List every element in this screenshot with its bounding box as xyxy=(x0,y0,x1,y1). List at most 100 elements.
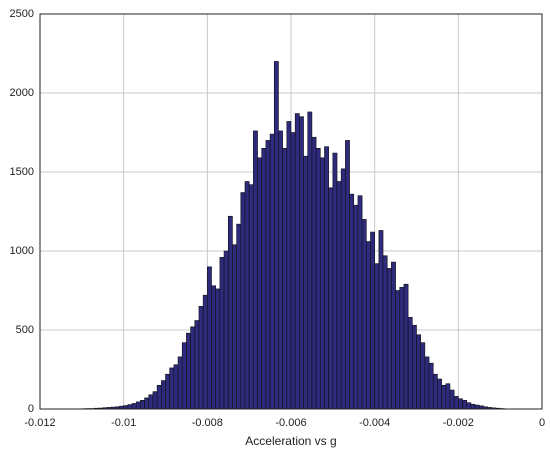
y-tick-label: 1000 xyxy=(10,245,34,257)
bar xyxy=(245,181,249,409)
bar xyxy=(132,403,136,409)
y-tick-label: 0 xyxy=(28,403,34,415)
bar xyxy=(362,219,366,409)
bar xyxy=(333,153,337,409)
bar xyxy=(312,137,316,409)
bar xyxy=(174,365,178,409)
bar xyxy=(212,286,216,409)
bar xyxy=(370,232,374,409)
bar xyxy=(350,194,354,409)
bar xyxy=(278,131,282,409)
bar xyxy=(291,133,295,410)
bar xyxy=(320,158,324,409)
bar xyxy=(157,385,161,409)
bar xyxy=(136,402,140,409)
bar xyxy=(467,403,471,409)
bar xyxy=(161,381,165,409)
bar xyxy=(262,148,266,409)
bar xyxy=(471,404,475,409)
bar xyxy=(249,185,253,409)
bar xyxy=(220,257,224,409)
bar xyxy=(316,148,320,409)
bar xyxy=(433,374,437,409)
bar xyxy=(379,230,383,409)
bar xyxy=(341,169,345,409)
x-tick-label: -0.006 xyxy=(275,417,306,429)
bar xyxy=(299,117,303,409)
bar xyxy=(366,242,370,409)
bar xyxy=(387,268,391,409)
bar xyxy=(446,384,450,409)
x-tick-label: -0.002 xyxy=(443,417,474,429)
bar xyxy=(429,363,433,409)
bar xyxy=(224,251,228,409)
bar xyxy=(170,368,174,409)
bar xyxy=(124,406,128,409)
bar xyxy=(375,264,379,409)
bar xyxy=(216,289,220,409)
bar xyxy=(475,405,479,409)
x-tick-label: 0 xyxy=(539,417,545,429)
x-tick-label: -0.008 xyxy=(192,417,223,429)
bar xyxy=(396,291,400,410)
bar xyxy=(140,400,144,409)
bar xyxy=(324,147,328,409)
bar xyxy=(337,181,341,409)
bar xyxy=(182,343,186,409)
bar xyxy=(166,374,170,409)
bar xyxy=(412,325,416,409)
bar xyxy=(408,317,412,409)
x-tick-label: -0.01 xyxy=(111,417,136,429)
bar xyxy=(283,148,287,409)
bar xyxy=(266,140,270,409)
bar xyxy=(149,395,153,409)
bar xyxy=(207,267,211,409)
bar xyxy=(203,295,207,409)
bar xyxy=(417,335,421,409)
bar xyxy=(400,287,404,409)
bar xyxy=(153,392,157,409)
y-tick-label: 500 xyxy=(16,324,34,336)
bar xyxy=(258,158,262,409)
bar xyxy=(404,284,408,409)
bar xyxy=(186,333,190,409)
bar xyxy=(232,245,236,409)
bar xyxy=(383,256,387,409)
bar xyxy=(308,112,312,409)
bar xyxy=(178,357,182,409)
bar xyxy=(237,224,241,409)
bar xyxy=(437,379,441,409)
bar xyxy=(391,262,395,409)
bar xyxy=(253,131,257,409)
bar xyxy=(458,399,462,409)
bar xyxy=(191,327,195,409)
bar xyxy=(270,134,274,409)
bar xyxy=(199,306,203,409)
bar xyxy=(354,205,358,409)
bar xyxy=(345,140,349,409)
bar xyxy=(228,216,232,409)
bar xyxy=(274,61,278,409)
bar xyxy=(287,121,291,409)
x-tick-label: -0.012 xyxy=(24,417,55,429)
bar xyxy=(145,398,149,409)
bar xyxy=(450,390,454,409)
bar xyxy=(463,400,467,409)
y-tick-label: 2500 xyxy=(10,8,34,20)
x-axis-label: Acceleration vs g xyxy=(245,434,336,448)
bar xyxy=(425,357,429,409)
bar xyxy=(358,196,362,409)
bar xyxy=(329,188,333,409)
bar xyxy=(241,193,245,409)
bar xyxy=(295,114,299,409)
bar xyxy=(454,396,458,409)
y-tick-label: 2000 xyxy=(10,87,34,99)
y-tick-label: 1500 xyxy=(10,166,34,178)
x-tick-label: -0.004 xyxy=(359,417,390,429)
bar xyxy=(195,321,199,409)
bar xyxy=(128,405,132,409)
bar xyxy=(304,156,308,409)
bar xyxy=(442,385,446,409)
